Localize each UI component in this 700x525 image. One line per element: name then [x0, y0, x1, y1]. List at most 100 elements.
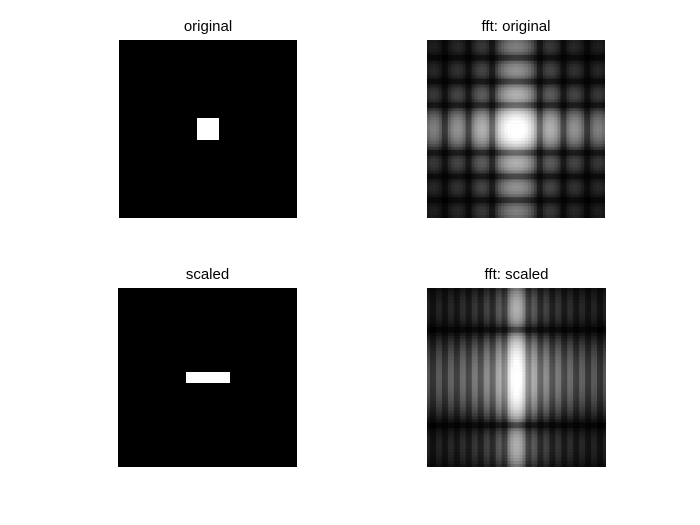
spectrum-cell [495, 96, 499, 100]
spectrum-cell [551, 72, 555, 76]
spectrum-cell [603, 314, 606, 319]
spectrum-cell [543, 308, 547, 313]
spectrum-cell [533, 173, 538, 177]
spectrum-cell [489, 164, 493, 168]
image-axes-fft-scaled[interactable] [427, 288, 606, 467]
spectrum-cell [554, 69, 558, 73]
spectrum-cell [530, 170, 535, 174]
spectrum-cell [560, 206, 564, 210]
spectrum-cell [557, 146, 561, 151]
spectrum-cell [435, 293, 440, 298]
spectrum-cell [447, 40, 452, 44]
spectrum-cell [590, 126, 594, 130]
spectrum-cell [477, 155, 481, 159]
spectrum-cell [570, 353, 574, 357]
spectrum-cell [465, 158, 469, 162]
spectrum-cell [531, 350, 535, 354]
spectrum-cell [590, 173, 594, 177]
spectrum-cell [471, 78, 475, 82]
spectrum-cell [545, 131, 549, 136]
spectrum-cell [524, 123, 529, 127]
spectrum-cell [558, 332, 562, 337]
spectrum-cell [518, 203, 523, 207]
spectrum-cell [507, 146, 511, 151]
spectrum-cell [581, 54, 585, 59]
spectrum-cell [471, 111, 475, 115]
spectrum-cell [548, 197, 552, 201]
spectrum-cell [429, 161, 434, 165]
spectrum-cell [527, 81, 532, 85]
spectrum-cell [596, 45, 600, 50]
spectrum-cell [530, 90, 535, 94]
spectrum-cell [578, 120, 582, 124]
spectrum-cell [477, 51, 481, 56]
spectrum-cell [516, 191, 520, 195]
spectrum-cell [427, 90, 431, 94]
image-axes-scaled[interactable] [118, 288, 297, 467]
spectrum-cell [572, 158, 576, 162]
spectrum-cell [548, 66, 552, 70]
spectrum-cell [521, 155, 526, 159]
spectrum-cell [507, 170, 511, 174]
spectrum-cell [507, 302, 511, 307]
spectrum-cell [501, 81, 505, 85]
spectrum-cell [465, 164, 469, 168]
spectrum-cell [516, 99, 520, 103]
spectrum-cell [510, 114, 514, 118]
spectrum-cell [575, 209, 579, 213]
spectrum-cell [495, 69, 499, 73]
spectrum-cell [477, 108, 481, 112]
spectrum-cell [477, 42, 481, 47]
spectrum-cell [510, 84, 514, 88]
spectrum-cell [459, 134, 463, 139]
spectrum-cell [563, 84, 567, 88]
spectrum-cell [584, 137, 588, 142]
spectrum-cell [519, 323, 523, 328]
spectrum-cell [552, 293, 556, 298]
spectrum-cell [441, 137, 446, 142]
image-axes-fft-original[interactable] [427, 40, 605, 218]
spectrum-cell [584, 114, 588, 118]
spectrum-cell [480, 299, 484, 304]
spectrum-cell [480, 143, 484, 148]
spectrum-cell [432, 60, 437, 65]
spectrum-cell [471, 87, 475, 91]
spectrum-cell [518, 176, 523, 180]
spectrum-cell [584, 87, 588, 91]
spectrum-cell [480, 108, 484, 112]
image-axes-original[interactable] [119, 40, 297, 218]
spectrum-cell [558, 350, 562, 354]
spectrum-cell [450, 105, 454, 109]
spectrum-cell [450, 57, 454, 62]
spectrum-cell [474, 108, 478, 112]
spectrum-cell [534, 317, 538, 322]
spectrum-cell [429, 87, 434, 91]
spectrum-cell [465, 293, 470, 298]
spectrum-cell [468, 296, 473, 301]
spectrum-cell [599, 120, 603, 124]
spectrum-cell [554, 129, 558, 133]
spectrum-cell [542, 42, 546, 47]
spectrum-cell [456, 99, 460, 103]
spectrum-cell [573, 341, 577, 345]
spectrum-cell [459, 176, 463, 180]
spectrum-cell [474, 164, 478, 168]
spectrum-cell [545, 176, 549, 180]
spectrum-cell [477, 78, 481, 82]
spectrum-cell [575, 212, 579, 216]
spectrum-cell [576, 323, 580, 328]
spectrum-cell [570, 347, 574, 351]
spectrum-cell [530, 105, 535, 109]
spectrum-cell [492, 117, 496, 121]
spectrum-cell [533, 105, 538, 109]
spectrum-cell [545, 203, 549, 207]
spectrum-cell [563, 111, 567, 115]
spectrum-cell [507, 140, 511, 145]
spectrum-cell [593, 123, 597, 127]
spectrum-cell [578, 158, 582, 162]
spectrum-cell [521, 66, 526, 70]
spectrum-cell [578, 93, 582, 97]
spectrum-cell [518, 209, 523, 213]
spectrum-cell [572, 99, 576, 103]
spectrum-cell [444, 326, 449, 331]
